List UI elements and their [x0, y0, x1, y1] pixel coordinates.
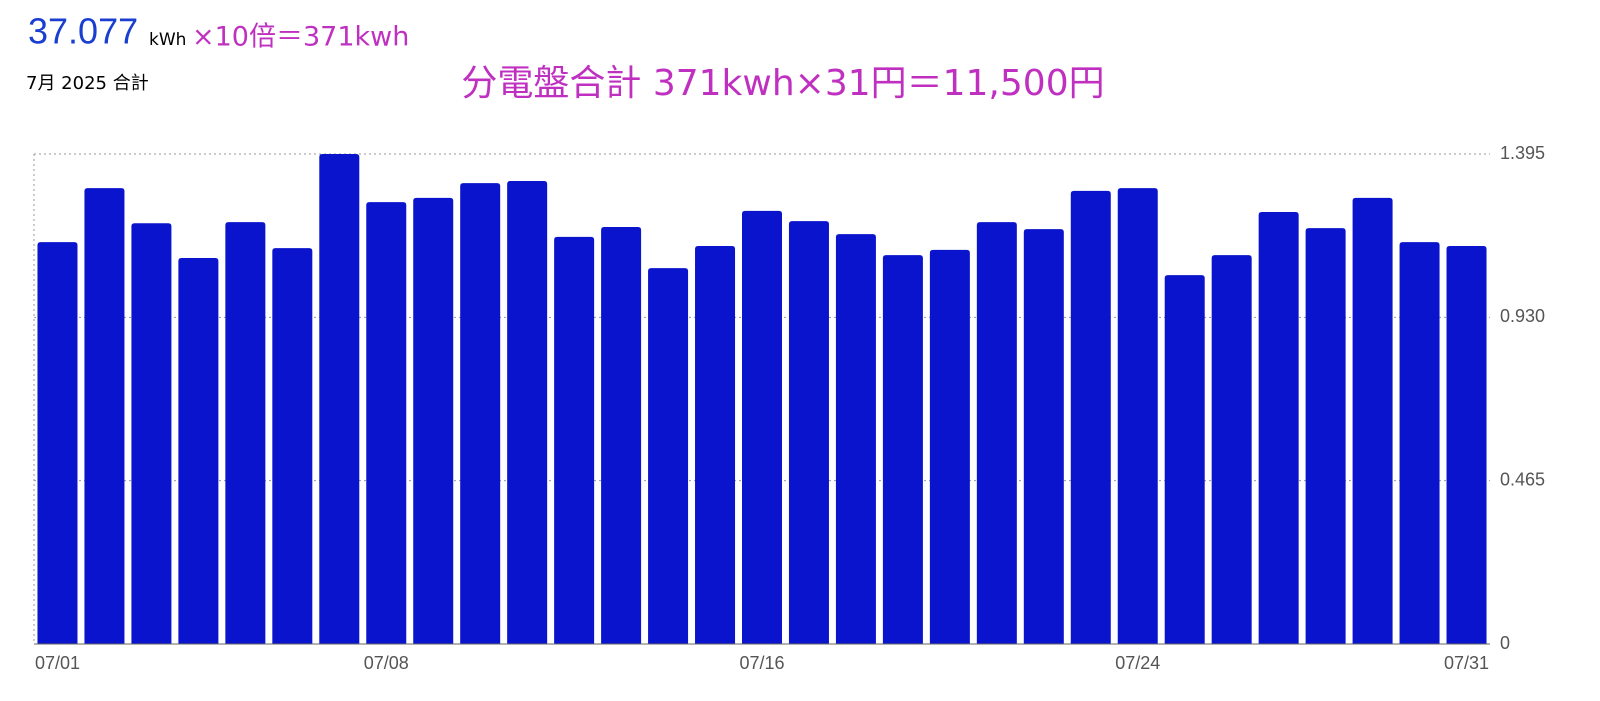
bar: [648, 268, 689, 644]
bar: [601, 227, 642, 645]
bar: [554, 236, 595, 644]
bar: [319, 154, 360, 644]
y-tick-label: 0.465: [1500, 469, 1545, 489]
total-value: 37.077: [28, 11, 138, 52]
period: 7月 2025 合計: [26, 73, 149, 94]
bar: [131, 223, 172, 644]
bar: [1070, 190, 1111, 644]
bar: [178, 257, 219, 644]
bar: [366, 202, 407, 644]
bar: [84, 188, 125, 644]
bar: [460, 183, 501, 645]
bar: [1352, 197, 1393, 645]
bar: [929, 249, 970, 645]
y-tick-label: 1.395: [1500, 143, 1545, 163]
bar: [1258, 211, 1299, 645]
total-unit: kWh: [149, 30, 186, 50]
bar: [1446, 246, 1487, 644]
x-tick-label: 07/08: [364, 653, 409, 673]
bar: [225, 222, 266, 644]
bar: [788, 221, 829, 644]
x-tick-label: 07/16: [739, 653, 784, 673]
bar: [695, 246, 736, 644]
y-tick-label: 0: [1500, 633, 1510, 653]
bar: [742, 210, 782, 644]
y-tick-label: 0.930: [1500, 306, 1545, 326]
bar: [1164, 275, 1205, 644]
bar: [1023, 229, 1064, 644]
bar: [1305, 228, 1346, 645]
bar: [272, 248, 313, 644]
bar: [882, 255, 923, 644]
bar: [835, 234, 876, 644]
bar: [976, 222, 1017, 644]
bar: [1399, 242, 1440, 645]
bar: [37, 242, 78, 645]
x-tick-label: 07/31: [1444, 653, 1489, 673]
bar: [1117, 188, 1158, 644]
note: ×10倍＝371kwh: [192, 22, 409, 53]
x-tick-label: 07/01: [35, 653, 80, 673]
bar: [1211, 255, 1252, 644]
annotation: 分電盤合計 371kwh×31円＝11,500円: [461, 63, 1104, 104]
bar: [413, 197, 454, 645]
bar: [507, 181, 548, 644]
x-tick-label: 07/24: [1115, 653, 1160, 673]
